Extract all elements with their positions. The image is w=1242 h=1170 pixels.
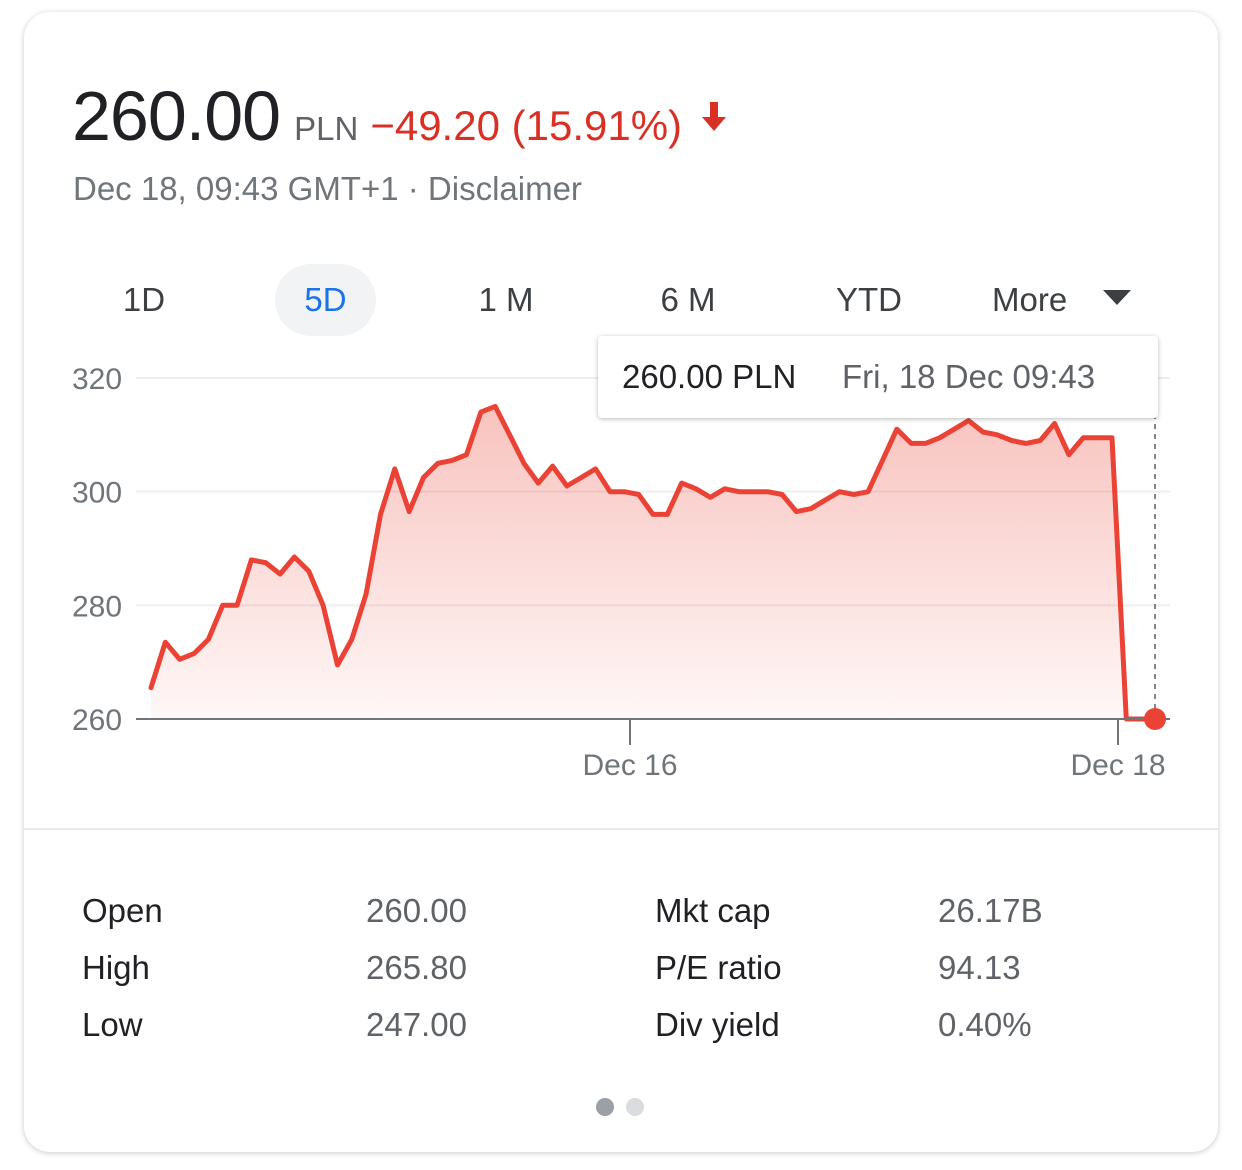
price-line — [148, 403, 1158, 722]
tab-1m[interactable]: 1 M — [478, 281, 534, 318]
timestamp-disclaimer[interactable]: Dec 18, 09:43 GMT+1 · Disclaimer — [73, 170, 582, 207]
y-axis: 320 300 280 260 — [72, 363, 122, 737]
stat-label-div-yield: Div yield — [655, 1006, 780, 1043]
tab-5d[interactable]: 5D — [275, 264, 376, 336]
stat-label-high: High — [82, 949, 150, 986]
stat-value-mkt-cap: 26.17B — [938, 892, 1043, 929]
dropdown-caret-icon — [1103, 290, 1131, 305]
x-tick-label: Dec 18 — [1070, 749, 1165, 782]
more-label: More — [992, 281, 1068, 318]
pagination-dot-active[interactable] — [596, 1098, 614, 1116]
range-tabs: 1D 5D 1 M 6 M YTD More — [24, 264, 1218, 336]
stat-value-pe-ratio: 94.13 — [938, 949, 1021, 986]
stat-label-mkt-cap: Mkt cap — [655, 892, 771, 929]
stat-label-pe-ratio: P/E ratio — [655, 949, 782, 986]
more-ranges-button[interactable]: More — [992, 264, 1131, 336]
price-chart[interactable]: 320 300 280 260 Dec 16 Dec 18 — [24, 12, 1218, 802]
x-tick-label: Dec 16 — [582, 749, 677, 782]
y-tick-label: 320 — [72, 363, 122, 396]
stat-label-open: Open — [82, 892, 163, 929]
tooltip-price: 260.00 PLN — [622, 358, 797, 395]
y-tick-label: 280 — [72, 590, 122, 623]
stock-card: 260.00 PLN −49.20 (15.91%) Dec 18, 09:43… — [24, 12, 1218, 1152]
stat-value-div-yield: 0.40% — [938, 1006, 1032, 1043]
currency-code: PLN — [294, 110, 359, 147]
pagination-dot[interactable] — [626, 1098, 644, 1116]
section-divider — [24, 828, 1218, 830]
price-tooltip: 260.00 PLN Fri, 18 Dec 09:43 — [598, 336, 1158, 418]
tooltip-date: Fri, 18 Dec 09:43 — [842, 358, 1096, 395]
price-area — [151, 406, 1155, 719]
current-point-marker — [1144, 708, 1166, 730]
price-header: 260.00 PLN −49.20 (15.91%) — [72, 76, 732, 156]
y-tick-label: 300 — [72, 477, 122, 510]
arrow-down-icon — [696, 98, 732, 139]
x-axis: Dec 16 Dec 18 — [136, 718, 1170, 782]
tab-6m[interactable]: 6 M — [660, 281, 716, 318]
current-price: 260.00 — [72, 77, 281, 155]
stat-value-open: 260.00 — [366, 892, 467, 929]
stat-value-low: 247.00 — [366, 1006, 467, 1043]
tab-1d[interactable]: 1D — [122, 281, 166, 318]
y-tick-label: 260 — [72, 704, 122, 737]
tab-ytd[interactable]: YTD — [836, 281, 902, 318]
stat-value-high: 265.80 — [366, 949, 467, 986]
stat-label-low: Low — [82, 1006, 143, 1043]
price-change: −49.20 (15.91%) — [370, 102, 683, 149]
